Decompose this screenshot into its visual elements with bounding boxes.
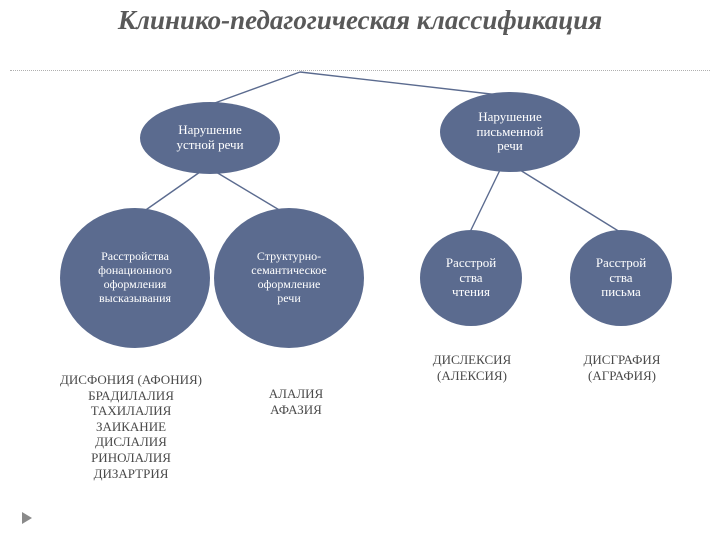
diagram-stage: Клинико-педагогическая классификация Нар… [0, 0, 720, 540]
node-oral-speech: Нарушениеустной речи [140, 102, 280, 174]
title-underline [10, 70, 710, 71]
node-phonation: Расстройствафонационногооформлениявысказ… [60, 208, 210, 348]
label-writing: ДИСГРАФИЯ(АГРАФИЯ) [562, 352, 682, 383]
node-structural: Структурно-семантическоеоформлениеречи [214, 208, 364, 348]
node-written-speech: Нарушениеписьменнойречи [440, 92, 580, 172]
page-title: Клинико-педагогическая классификация [0, 6, 720, 34]
label-reading: ДИСЛЕКСИЯ(АЛЕКСИЯ) [412, 352, 532, 383]
slide-next-arrow-icon [22, 512, 32, 524]
node-writing: Расстройстваписьма [570, 230, 672, 326]
label-structural-list: АЛАЛИЯАФАЗИЯ [236, 386, 356, 417]
label-phonation-list: ДИСФОНИЯ (АФОНИЯ)БРАДИЛАЛИЯТАХИЛАЛИЯЗАИК… [36, 372, 226, 481]
node-reading: Расстройствачтения [420, 230, 522, 326]
